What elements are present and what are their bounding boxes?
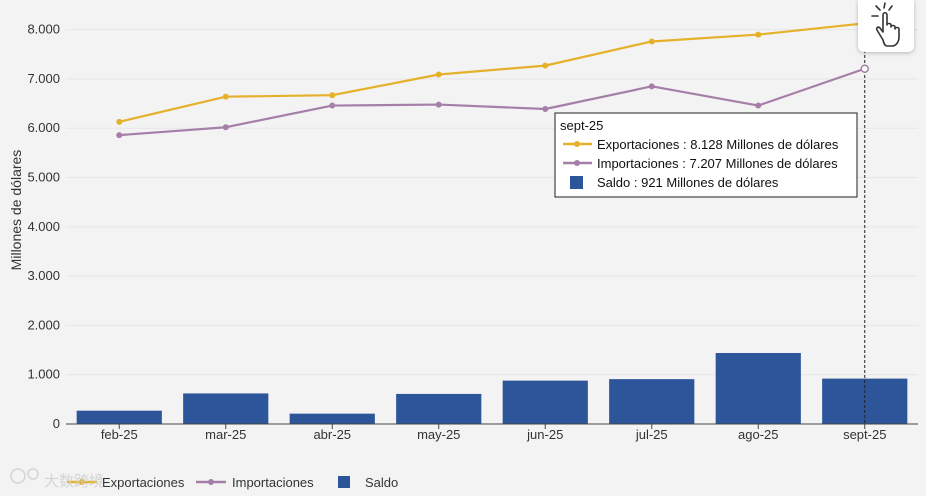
x-tick-label: feb-25 [101,427,138,442]
point-importaciones[interactable] [222,124,229,131]
bar-saldo[interactable] [609,379,695,424]
legend-label-saldo: Saldo [365,475,398,490]
tooltip-row-saldo: Saldo : 921 Millones de dólares [570,175,779,190]
tooltip-row-text: Saldo : 921 Millones de dólares [597,175,779,190]
y-tick-label: 6.000 [27,120,60,135]
x-tick-label: abr-25 [313,427,351,442]
bar-saldo[interactable] [289,413,375,424]
point-exportaciones[interactable] [329,92,336,99]
point-exportaciones[interactable] [116,118,123,125]
bar-saldo[interactable] [183,393,269,424]
y-tick-label: 1.000 [27,367,60,382]
y-tick-label: 2.000 [27,317,60,332]
point-exportaciones[interactable] [435,71,442,78]
legend-swatch-saldo [338,476,350,488]
hand-cursor-button[interactable] [858,0,914,52]
y-tick-label: 4.000 [27,219,60,234]
legend-label-exportaciones: Exportaciones [102,475,185,490]
point-importaciones[interactable] [116,132,123,139]
point-importaciones[interactable] [329,102,336,109]
pointer-hand-icon [871,2,900,47]
y-axis-label: Millones de dólares [8,150,24,271]
point-importaciones[interactable] [648,83,655,90]
point-exportaciones[interactable] [222,93,229,100]
tooltip-row-text: Exportaciones : 8.128 Millones de dólare… [597,137,839,152]
watermark-text: 大数跨境 [44,472,104,490]
bar-saldo[interactable] [76,410,162,424]
y-tick-label: 7.000 [27,71,60,86]
legend-item-exportaciones[interactable]: Exportaciones [67,475,185,490]
point-exportaciones[interactable] [755,31,762,38]
x-tick-label: ago-25 [738,427,778,442]
x-tick-label: jun-25 [526,427,563,442]
point-importaciones[interactable] [542,106,549,113]
hover-guide [860,5,869,424]
legend: Exportaciones Importaciones Saldo [67,475,398,490]
legend-item-importaciones[interactable]: Importaciones [196,475,314,490]
y-tick-label: 5.000 [27,170,60,185]
bar-saldo[interactable] [502,380,588,424]
tooltip-row-exportaciones: Exportaciones : 8.128 Millones de dólare… [563,137,839,152]
x-tick-label: may-25 [417,427,460,442]
x-tick-label: sept-25 [843,427,886,442]
bars [76,353,908,424]
tooltip-swatch-dot-importaciones [574,160,580,166]
tooltip-swatch-dot-exportaciones [574,141,580,147]
tooltip-header: sept-25 [560,118,603,133]
axes: 0 1.000 2.000 3.000 4.000 5.000 6.000 7.000 8.00… [27,22,918,442]
line-importaciones [119,67,866,137]
hover-point-importaciones [860,64,869,73]
x-tick-label: jul-25 [635,427,668,442]
tooltip-row-importaciones: Importaciones : 7.207 Millones de dólare… [563,156,838,171]
bar-saldo[interactable] [396,393,482,424]
tooltip-swatch-saldo [570,176,583,189]
bar-saldo[interactable] [715,353,801,424]
point-exportaciones[interactable] [542,62,549,69]
point-exportaciones[interactable] [648,38,655,45]
gridlines [66,29,918,376]
point-importaciones[interactable] [435,101,442,108]
tooltip: sept-25 Exportaciones : 8.128 Millones d… [554,112,858,198]
tooltip-row-text: Importaciones : 7.207 Millones de dólare… [597,156,838,171]
y-tick-label: 0 [53,416,60,431]
watermark-logo-icon [10,468,26,484]
y-tick-label: 3.000 [27,268,60,283]
legend-label-importaciones: Importaciones [232,475,314,490]
legend-swatch-dot-exportaciones [79,479,85,485]
legend-item-saldo[interactable]: Saldo [338,475,398,490]
line-exportaciones [118,22,865,123]
watermark-logo-icon [27,468,39,480]
tooltip-box [554,112,858,198]
y-tick-label: 8.000 [27,22,60,37]
watermark: 大数跨境 [10,468,104,490]
x-tick-label: mar-25 [205,427,246,442]
point-importaciones[interactable] [755,102,762,109]
legend-swatch-dot-importaciones [208,479,214,485]
